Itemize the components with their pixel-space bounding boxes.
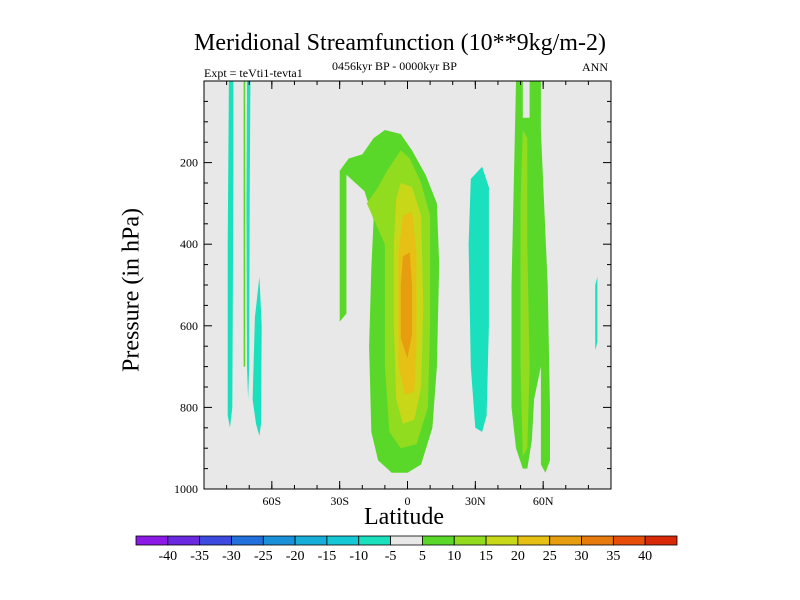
chart-subtitle: 0456kyr BP - 0000kyr BP	[332, 59, 457, 73]
colorbar-swatch	[167, 535, 201, 546]
colorbar-swatch	[581, 535, 614, 546]
contour-sh-polar-neg-a	[227, 81, 234, 428]
colorbar-label: 10	[447, 549, 461, 564]
colorbar-swatch	[294, 535, 328, 546]
contour-nh-midlat-pos-b	[520, 130, 530, 457]
colorbar-label: 30	[575, 549, 589, 564]
contour-tropical-ring-25	[400, 252, 412, 359]
colorbar-label: 20	[511, 549, 525, 564]
colorbar-swatch	[262, 535, 296, 546]
colorbar: -40 -35 -30 -25 -20 -15 -10 -5 5 10 15 20 25 30 35 40	[135, 535, 678, 564]
x-tick-label: 30N	[465, 494, 486, 508]
colorbar-swatch	[358, 535, 391, 546]
x-tick-label: 60S	[262, 494, 281, 508]
y-tick-label: 800	[180, 400, 198, 414]
colorbar-label: -40	[158, 549, 177, 564]
colorbar-label: 25	[543, 549, 557, 564]
colorbar-label: -5	[385, 549, 397, 564]
y-tick-label: 1000	[174, 482, 198, 496]
contour-sh-polar-pos-line	[243, 81, 246, 367]
colorbar-label: -35	[190, 549, 209, 564]
colorbar-swatch	[231, 535, 264, 546]
y-tick-label: 200	[180, 156, 198, 170]
contour-sh-polar-neg-c	[252, 276, 262, 436]
experiment-label: Expt = teVti1-tevta1	[204, 66, 303, 80]
colorbar-swatch	[135, 535, 169, 546]
colorbar-label: -15	[318, 549, 337, 564]
colorbar-swatch	[549, 535, 582, 546]
colorbar-swatch	[326, 535, 360, 546]
y-tick-label: 400	[180, 237, 198, 251]
colorbar-label: -30	[222, 549, 241, 564]
colorbar-label: 40	[638, 549, 652, 564]
y-tick-label: 600	[180, 319, 198, 333]
colorbar-label: 15	[479, 549, 493, 564]
x-tick-label: 0	[405, 494, 411, 508]
x-tick-label: 60N	[533, 494, 554, 508]
colorbar-swatch	[644, 535, 678, 546]
contour-nh-subtropical-neg	[468, 166, 489, 432]
colorbar-label: 35	[606, 549, 620, 564]
contour-nh-polar-neg	[595, 276, 598, 351]
colorbar-swatch	[199, 535, 232, 546]
colorbar-label: -10	[349, 549, 368, 564]
chart-title: Meridional Streamfunction (10**9kg/m-2)	[194, 30, 606, 56]
colorbar-label: -25	[254, 549, 273, 564]
contour-regions	[227, 81, 598, 473]
axes: 60S 30S 0 30N 60N 200 400 600 800 1000	[174, 81, 611, 508]
x-axis-label: Latitude	[364, 504, 444, 530]
colorbar-swatch	[517, 535, 551, 546]
colorbar-swatch	[422, 535, 455, 546]
season-label: ANN	[582, 60, 608, 74]
colorbar-swatch	[485, 535, 519, 546]
colorbar-label: -20	[286, 549, 305, 564]
colorbar-swatch	[453, 535, 487, 546]
contour-sh-polar-neg-b	[246, 81, 251, 400]
colorbar-label: 5	[419, 549, 426, 564]
x-tick-label: 30S	[330, 494, 349, 508]
colorbar-swatch	[612, 535, 646, 546]
colorbar-swatch	[390, 535, 423, 546]
